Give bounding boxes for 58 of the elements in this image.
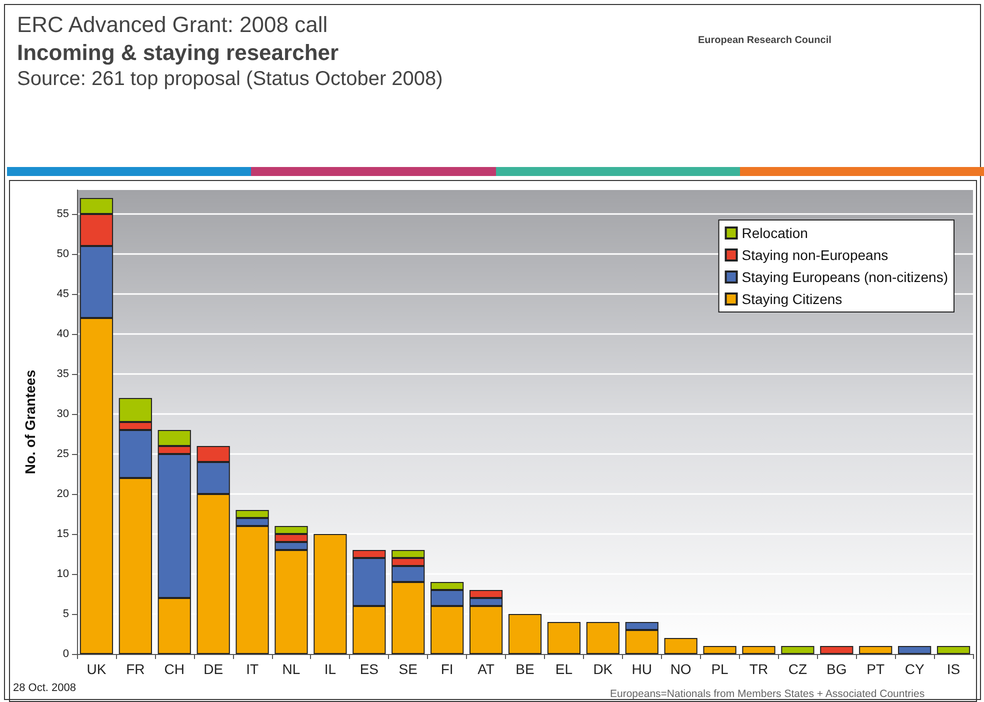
- x-tick-label: FI: [440, 661, 454, 677]
- legend-label: Staying Europeans (non-citizens): [742, 269, 948, 285]
- x-tick-label: DK: [593, 661, 614, 677]
- x-tick-label: ES: [360, 661, 379, 677]
- y-tick-label: 10: [56, 568, 69, 580]
- y-tick-label: 0: [62, 648, 69, 660]
- x-tick-label: HU: [632, 661, 652, 677]
- y-tick-label: 30: [56, 408, 69, 420]
- x-tick-label: IT: [246, 661, 259, 677]
- bar: [508, 614, 542, 654]
- source-note: Source: 261 top proposal (Status October 2008): [17, 68, 443, 91]
- bar: [898, 646, 932, 654]
- x-tick-label: EL: [555, 661, 573, 677]
- chart-title: ERC Advanced Grant: 2008 call: [17, 12, 328, 38]
- y-tick-label: 55: [56, 208, 69, 220]
- x-tick-label: NL: [282, 661, 300, 677]
- text: Europeans=Nationals from Members States + Associated Countries: [610, 688, 925, 700]
- bar: [314, 534, 347, 654]
- x-tick-label: AT: [478, 661, 495, 677]
- x-tick-label: SE: [398, 661, 418, 677]
- text: European Research Council: [698, 35, 832, 46]
- x-tick-label: IL: [324, 661, 336, 677]
- legend-label: Relocation: [742, 225, 808, 241]
- x-tick-label: NO: [670, 661, 692, 677]
- y-tick-label: 50: [56, 248, 69, 260]
- y-tick-label: 40: [56, 328, 69, 340]
- y-tick-label: 35: [56, 368, 69, 380]
- bar: [859, 646, 892, 654]
- x-tick-label: CZ: [788, 661, 808, 677]
- bar: [936, 646, 970, 654]
- chart-subtitle: Incoming & staying researcher: [17, 40, 339, 66]
- bar: [781, 646, 814, 654]
- y-tick-label: 25: [56, 448, 69, 460]
- x-tick-label: BE: [516, 661, 534, 677]
- bar: [664, 638, 698, 654]
- x-tick-label: BG: [826, 661, 847, 677]
- y-tick-label: 15: [56, 528, 69, 540]
- legend-label: Staying non-Europeans: [742, 247, 888, 263]
- x-tick-label: CY: [904, 661, 925, 677]
- x-tick-label: CH: [164, 661, 185, 677]
- y-tick-label: 20: [56, 488, 69, 500]
- legend-label: Staying Citizens: [742, 291, 842, 307]
- x-tick-label: IS: [946, 661, 960, 677]
- bar: [820, 646, 854, 654]
- bar: [703, 646, 736, 654]
- x-tick-label: TR: [749, 661, 768, 677]
- x-tick-label: DE: [204, 661, 224, 677]
- y-tick-label: 45: [56, 288, 69, 300]
- x-tick-label: PT: [866, 661, 885, 677]
- bar: [547, 622, 581, 654]
- x-tick-label: PL: [711, 661, 729, 677]
- text: 28 Oct. 2008: [13, 682, 76, 694]
- x-tick-label: UK: [86, 661, 107, 677]
- y-axis-title: No. of Grantees: [22, 370, 38, 474]
- bar: [742, 646, 776, 654]
- bar: [586, 622, 620, 654]
- x-tick-label: FR: [126, 661, 145, 677]
- y-tick-label: 5: [62, 608, 69, 620]
